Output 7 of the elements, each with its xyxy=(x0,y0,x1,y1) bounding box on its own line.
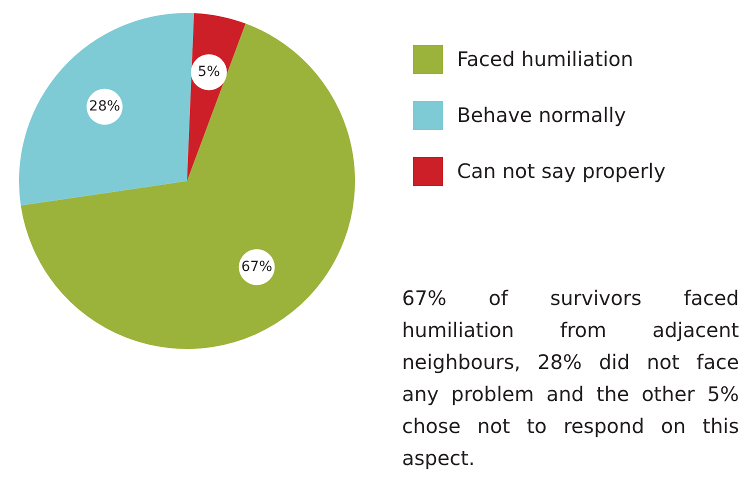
data-label: 28% xyxy=(89,98,120,114)
legend-label: Faced humiliation xyxy=(457,47,634,71)
data-label: 5% xyxy=(198,64,220,80)
legend-label: Behave normally xyxy=(457,103,626,127)
data-label: 67% xyxy=(241,258,272,275)
legend-label: Can not say properly xyxy=(457,159,666,183)
text: 67% of survivors faced humiliation from adjacent neighbours, 28% did not face any problem and the other 5% chose not to respond on this aspect. xyxy=(402,285,739,472)
